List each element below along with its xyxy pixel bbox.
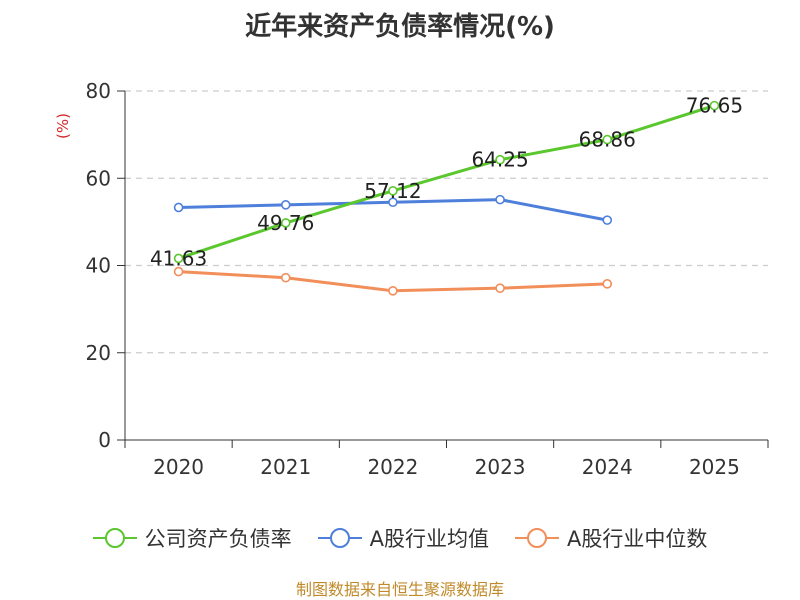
data-point (495, 283, 505, 293)
legend-swatch-icon (515, 528, 559, 548)
data-point (495, 194, 505, 205)
legend-item[interactable]: A股行业中位数 (515, 523, 707, 553)
data-point (602, 279, 613, 289)
chart-title: 近年来资产负债率情况(%) (245, 12, 555, 42)
x-tick-label: 2024 (582, 455, 633, 479)
legend-swatch-icon (92, 528, 137, 548)
axes: 0 20 40 60 80 2020 2021 2022 2023 2024 2025 (86, 79, 769, 479)
y-axis-unit-label: (%) (54, 113, 72, 139)
data-label: 57.12 (364, 179, 421, 203)
x-tick-label: 2023 (475, 455, 526, 479)
data-point (388, 286, 398, 296)
data-point (280, 200, 291, 210)
legend-label: A股行业均值 (369, 527, 489, 551)
series (173, 100, 720, 296)
y-tick-label: 40 (86, 254, 111, 278)
data-point (709, 100, 720, 111)
y-tick-label: 80 (86, 79, 111, 103)
y-tick-label: 0 (98, 428, 111, 452)
legend-item[interactable]: 公司资产负债率 (92, 523, 292, 553)
x-tick-label: 2025 (689, 455, 740, 479)
data-point (173, 266, 184, 277)
data-point (602, 134, 613, 145)
data-point (602, 215, 613, 225)
x-tick-label: 2022 (367, 455, 418, 479)
data-label: 41.63 (150, 246, 207, 270)
data-point (280, 218, 291, 228)
data-label: 49.76 (257, 211, 314, 235)
source-note: 制图数据来自恒生聚源数据库 (295, 580, 504, 599)
legend-item[interactable]: A股行业均值 (317, 523, 489, 553)
legend-label: A股行业中位数 (567, 527, 708, 551)
legend-label: 公司资产负债率 (144, 527, 292, 551)
legend: 公司资产负债率 A股行业均值 A股行业中位数 (0, 518, 800, 558)
data-point (280, 272, 291, 283)
data-label: 76.65 (686, 94, 743, 118)
data-point (173, 202, 184, 213)
grid-lines (125, 90, 768, 354)
data-point (495, 154, 505, 165)
y-tick-label: 60 (86, 166, 111, 190)
legend-swatch-icon (317, 528, 362, 548)
x-tick-label: 2020 (153, 455, 204, 479)
data-label: 68.86 (579, 128, 636, 152)
x-tick-label: 2021 (260, 455, 311, 479)
data-labels: 41.63 49.76 57.12 64.25 68.86 76.65 (150, 94, 743, 271)
y-tick-label: 20 (86, 341, 111, 365)
data-point (173, 253, 184, 264)
data-point (388, 186, 398, 196)
data-point (388, 197, 398, 208)
series-line (178, 104, 715, 260)
data-label: 64.25 (471, 148, 528, 172)
